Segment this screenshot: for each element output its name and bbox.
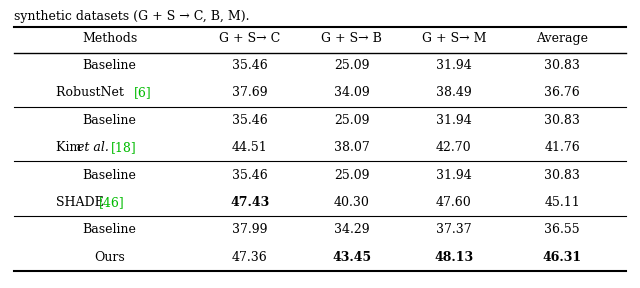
Text: Ours: Ours bbox=[94, 251, 125, 264]
Text: Methods: Methods bbox=[82, 32, 138, 45]
Text: 34.09: 34.09 bbox=[334, 86, 370, 99]
Text: 25.09: 25.09 bbox=[334, 168, 370, 182]
Text: 31.94: 31.94 bbox=[436, 59, 472, 72]
Text: 37.69: 37.69 bbox=[232, 86, 268, 99]
Text: Average: Average bbox=[536, 32, 588, 45]
Text: Kim: Kim bbox=[56, 141, 85, 154]
Text: 25.09: 25.09 bbox=[334, 59, 370, 72]
Text: 45.11: 45.11 bbox=[544, 196, 580, 209]
Text: 43.45: 43.45 bbox=[332, 251, 371, 264]
Text: 35.46: 35.46 bbox=[232, 114, 268, 127]
Text: 41.76: 41.76 bbox=[544, 141, 580, 154]
Text: 37.99: 37.99 bbox=[232, 223, 268, 236]
Text: 47.60: 47.60 bbox=[436, 196, 472, 209]
Text: Baseline: Baseline bbox=[83, 168, 137, 182]
Text: 35.46: 35.46 bbox=[232, 168, 268, 182]
Text: et al.: et al. bbox=[77, 141, 108, 154]
Text: 47.43: 47.43 bbox=[230, 196, 269, 209]
Text: 36.76: 36.76 bbox=[544, 86, 580, 99]
Text: SHADE: SHADE bbox=[56, 196, 108, 209]
Text: 34.29: 34.29 bbox=[334, 223, 370, 236]
Text: 47.36: 47.36 bbox=[232, 251, 268, 264]
Text: [46]: [46] bbox=[99, 196, 125, 209]
Text: 48.13: 48.13 bbox=[435, 251, 474, 264]
Text: 38.49: 38.49 bbox=[436, 86, 472, 99]
Text: [18]: [18] bbox=[111, 141, 137, 154]
Text: Baseline: Baseline bbox=[83, 114, 137, 127]
Text: 31.94: 31.94 bbox=[436, 114, 472, 127]
Text: 36.55: 36.55 bbox=[545, 223, 580, 236]
Text: 44.51: 44.51 bbox=[232, 141, 268, 154]
Text: 46.31: 46.31 bbox=[543, 251, 582, 264]
Text: 25.09: 25.09 bbox=[334, 114, 370, 127]
Text: 40.30: 40.30 bbox=[334, 196, 370, 209]
Text: 38.07: 38.07 bbox=[334, 141, 370, 154]
Text: G + S→ C: G + S→ C bbox=[220, 32, 280, 45]
Text: 42.70: 42.70 bbox=[436, 141, 472, 154]
Text: RobustNet: RobustNet bbox=[56, 86, 127, 99]
Text: 37.37: 37.37 bbox=[436, 223, 472, 236]
Text: 35.46: 35.46 bbox=[232, 59, 268, 72]
Text: 31.94: 31.94 bbox=[436, 168, 472, 182]
Text: 30.83: 30.83 bbox=[544, 114, 580, 127]
Text: Baseline: Baseline bbox=[83, 59, 137, 72]
Text: 30.83: 30.83 bbox=[544, 59, 580, 72]
Text: [6]: [6] bbox=[134, 86, 152, 99]
Text: G + S→ B: G + S→ B bbox=[321, 32, 382, 45]
Text: G + S→ M: G + S→ M bbox=[422, 32, 486, 45]
Text: Baseline: Baseline bbox=[83, 223, 137, 236]
Text: 30.83: 30.83 bbox=[544, 168, 580, 182]
Text: synthetic datasets (G + S → C, B, M).: synthetic datasets (G + S → C, B, M). bbox=[14, 10, 250, 23]
